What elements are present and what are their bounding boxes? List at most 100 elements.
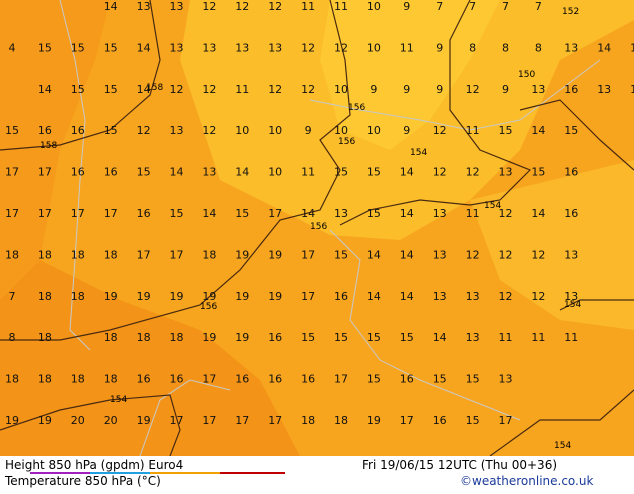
temperature-value: 13	[499, 373, 513, 386]
temperature-value: 20	[71, 414, 85, 427]
contour-label: 156	[310, 222, 327, 232]
temperature-value: 14	[367, 290, 381, 303]
contour-label: 158	[40, 141, 57, 151]
temperature-value: 12	[268, 0, 282, 13]
temperature-value: 9	[370, 83, 377, 96]
temperature-value: 11	[564, 331, 578, 344]
contour	[339, 0, 532, 226]
temperature-value: 9	[436, 41, 443, 54]
temperature-value: 17	[170, 248, 184, 261]
temperature-value: 19	[268, 290, 282, 303]
border	[329, 229, 521, 421]
temperature-value: 14	[235, 166, 249, 179]
temperature-value: 9	[403, 83, 410, 96]
temperature-value: 16	[137, 207, 151, 220]
temperature-value: 14	[104, 0, 118, 13]
contour-label: 156	[200, 302, 217, 312]
temperature-value: 17	[71, 207, 85, 220]
contour-label: 152	[562, 7, 579, 17]
contour-label: 156	[338, 137, 355, 147]
temperature-value: 15	[630, 41, 634, 54]
temperature-value: 17	[104, 207, 118, 220]
temperature-value: 7	[436, 0, 443, 13]
temperature-value: 9	[305, 124, 312, 137]
temperature-value: 16	[268, 373, 282, 386]
border	[59, 0, 91, 351]
temperature-value: 9	[502, 83, 509, 96]
temperature-value: 19	[268, 248, 282, 261]
temperature-value: 15	[367, 331, 381, 344]
temperature-value: 12	[531, 290, 545, 303]
temperature-value: 17	[137, 248, 151, 261]
temperature-value: 10	[367, 41, 381, 54]
temperature-value: 13	[564, 41, 578, 54]
temperature-value: 13	[433, 207, 447, 220]
temperature-value: 15	[400, 331, 414, 344]
temperature-value: 15	[301, 331, 315, 344]
temperature-value: 18	[137, 331, 151, 344]
temperature-value: 16	[301, 373, 315, 386]
temperature-value: 11	[301, 166, 315, 179]
temperature-value: 16	[104, 166, 118, 179]
temperature-value: 19	[170, 290, 184, 303]
temperature-value: 19	[137, 290, 151, 303]
temperature-value: 14	[367, 248, 381, 261]
temperature-value: 18	[38, 248, 52, 261]
temperature-value: 13	[564, 248, 578, 261]
contour-label: 154	[484, 201, 501, 211]
temperature-value: 14	[400, 207, 414, 220]
contour-label: 158	[146, 83, 163, 93]
temperature-value: 13	[137, 0, 151, 13]
temperature-value: 13	[170, 124, 184, 137]
temperature-value: 17	[5, 207, 19, 220]
temperature-value: 4	[9, 41, 16, 54]
temperature-value: 17	[301, 248, 315, 261]
contours	[0, 0, 634, 457]
temperature-label: Temperature 850 hPa (°C)	[4, 474, 161, 488]
temperature-value: 17	[38, 207, 52, 220]
temperature-value: 18	[301, 414, 315, 427]
temperature-value: 11	[301, 0, 315, 13]
temperature-value: 11	[466, 124, 480, 137]
temperature-value: 9	[403, 0, 410, 13]
temperature-value: 17	[202, 414, 216, 427]
temperature-value: 19	[235, 331, 249, 344]
temperature-value: 15	[367, 166, 381, 179]
contour	[0, 0, 351, 341]
temperature-value: 10	[367, 0, 381, 13]
temperature-value: 13	[466, 331, 480, 344]
temperature-value: 10	[334, 124, 348, 137]
cool-area	[470, 160, 634, 330]
border	[139, 379, 231, 457]
temperature-value: 10	[334, 83, 348, 96]
temperature-value: 14	[630, 83, 634, 96]
temperature-value: 13	[334, 207, 348, 220]
temperature-value: 12	[466, 248, 480, 261]
temperature-value: 16	[564, 83, 578, 96]
temperature-value: 14	[301, 207, 315, 220]
temperature-value: 17	[5, 166, 19, 179]
contour	[559, 299, 634, 311]
temperature-value: 17	[268, 414, 282, 427]
borders	[59, 0, 601, 457]
temperature-value: 13	[268, 41, 282, 54]
temperature-value: 15	[367, 373, 381, 386]
temperature-value: 7	[502, 0, 509, 13]
temperature-value: 16	[38, 124, 52, 137]
contour	[0, 394, 181, 457]
temperature-value: 17	[301, 290, 315, 303]
temperature-value: 18	[104, 373, 118, 386]
temperature-value: 14	[170, 166, 184, 179]
temperature-value: 16	[564, 166, 578, 179]
contour	[489, 389, 634, 457]
temperature-value: 19	[235, 248, 249, 261]
temperature-value: 19	[367, 414, 381, 427]
temperature-value: 18	[38, 331, 52, 344]
temperature-value: 8	[9, 331, 16, 344]
temperature-value: 19	[104, 290, 118, 303]
temperature-value: 10	[235, 124, 249, 137]
temperature-value: 13	[531, 83, 545, 96]
contour-label: 150	[518, 70, 535, 80]
temperature-value: 14	[400, 166, 414, 179]
temperature-value: 13	[202, 166, 216, 179]
